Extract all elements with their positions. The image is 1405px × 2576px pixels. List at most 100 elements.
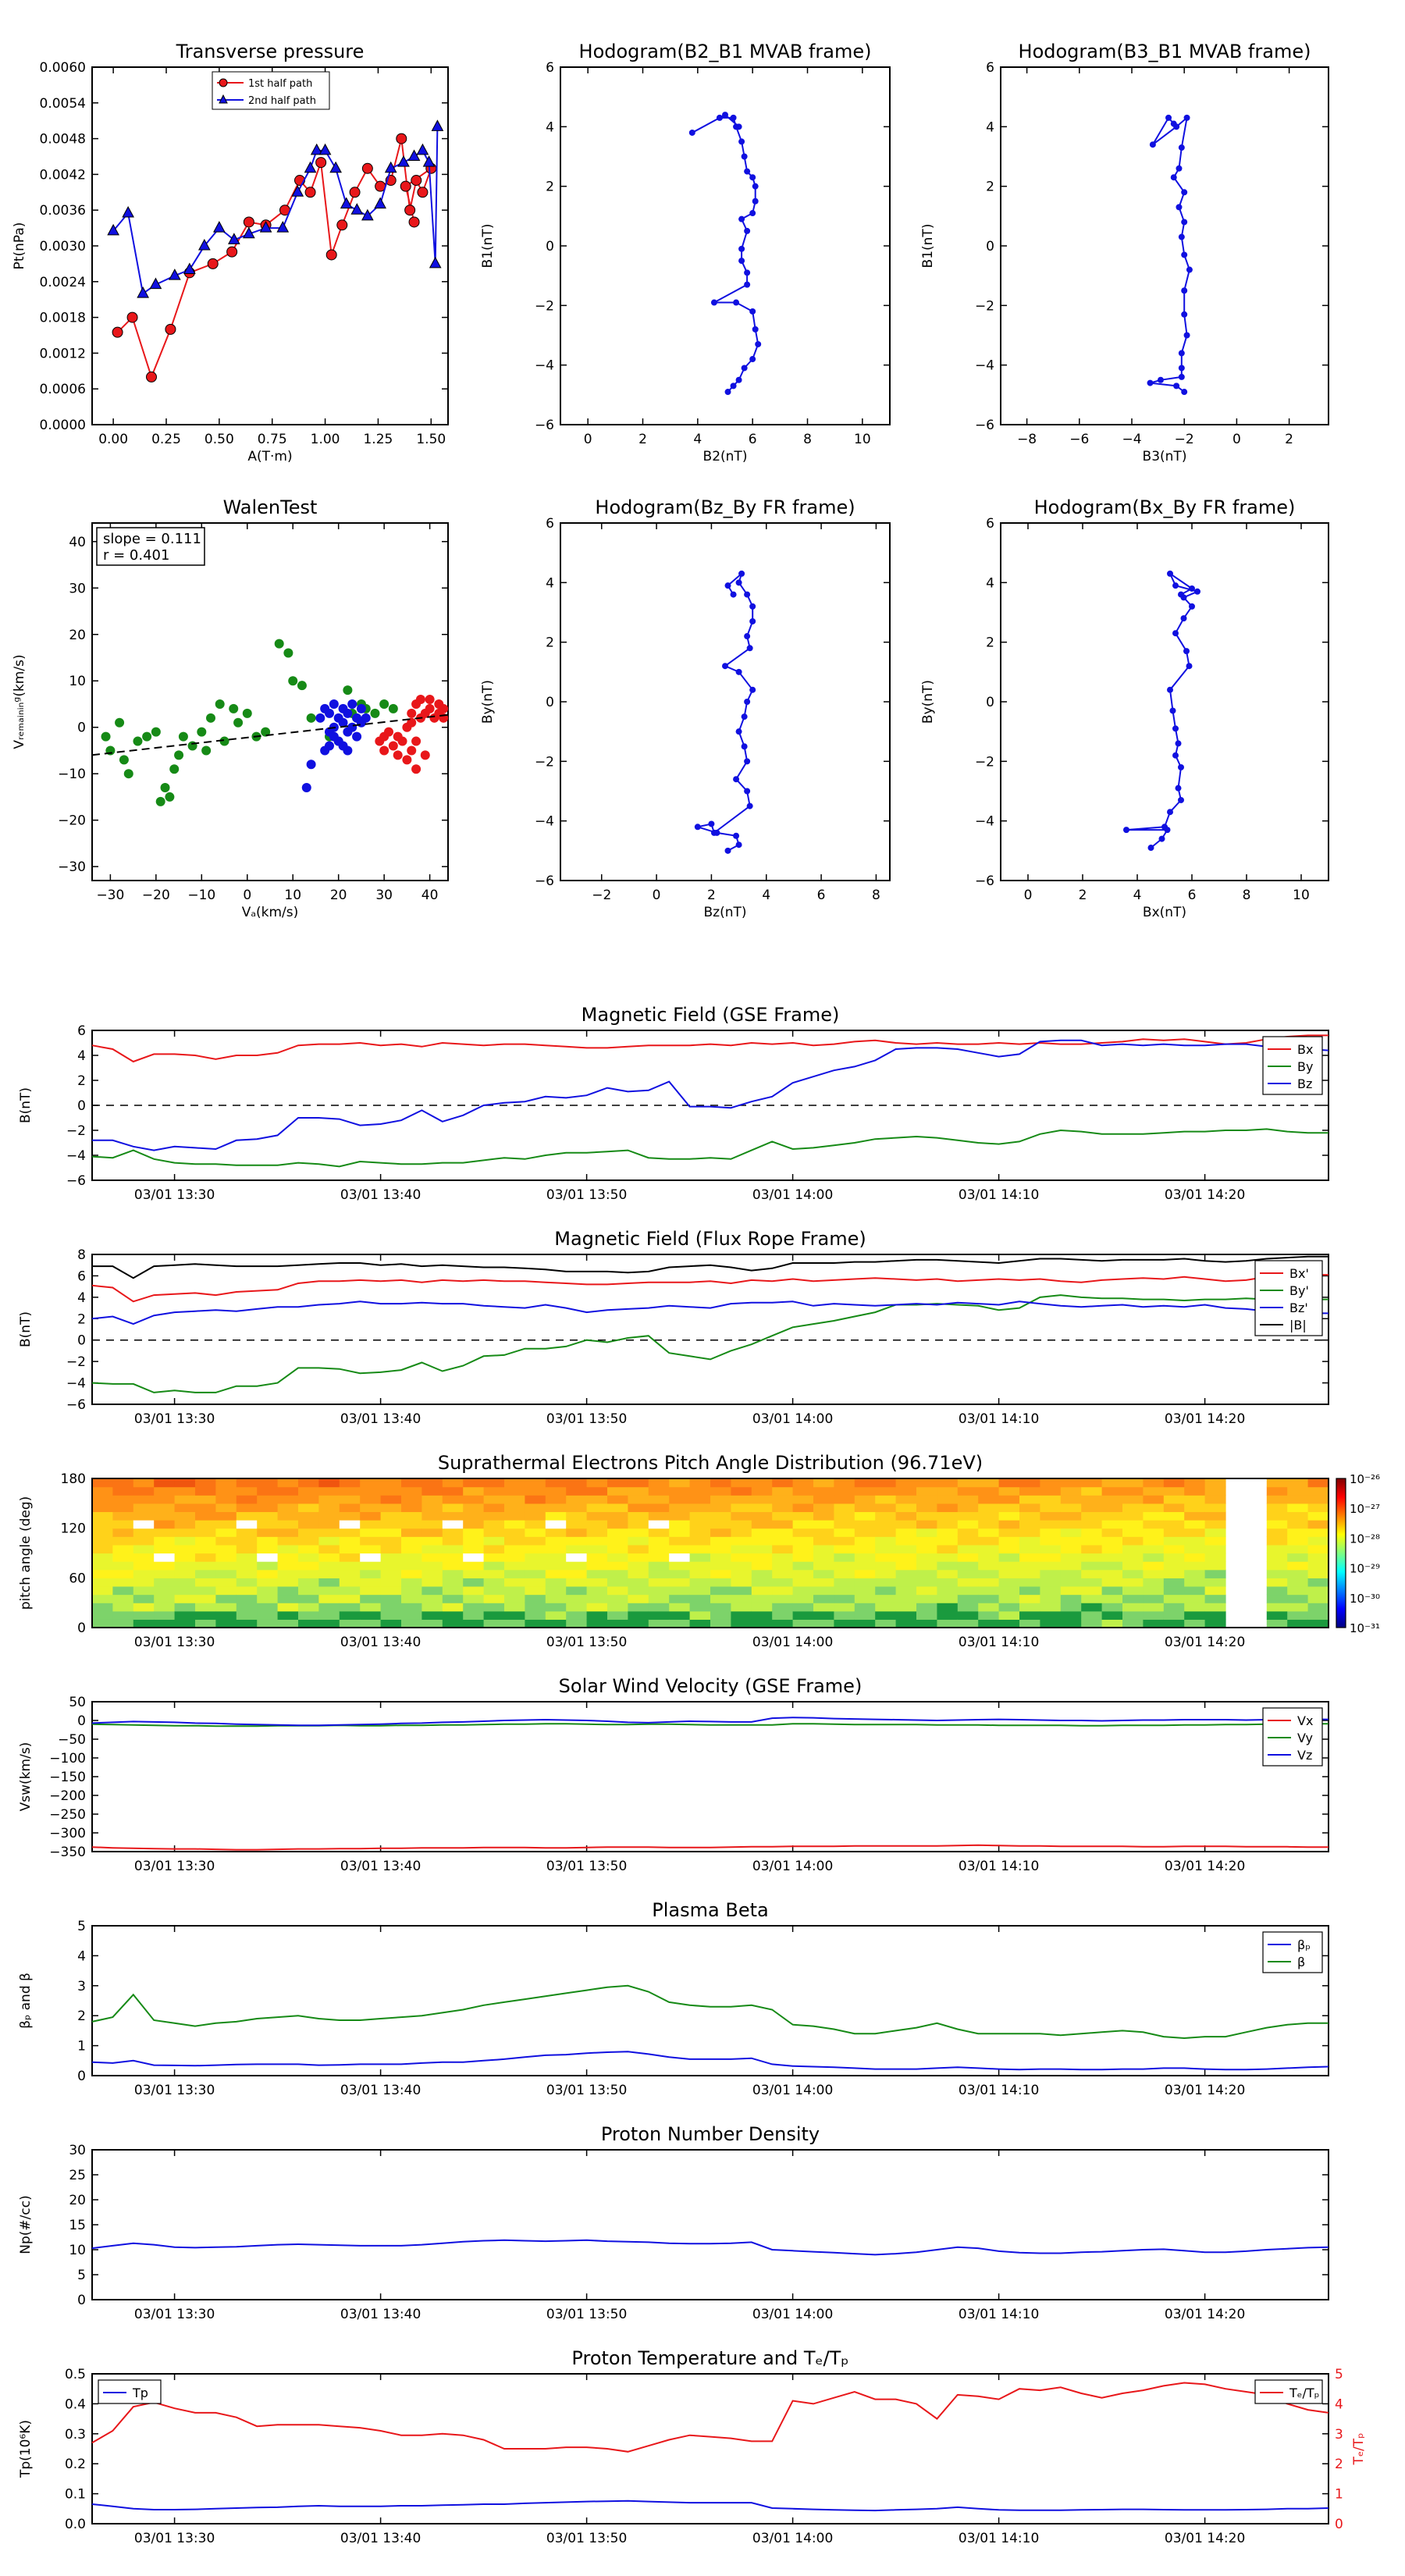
vsw-legend-label: Vx [1297,1713,1313,1728]
hodo1-point [738,138,745,145]
pad-cell [751,1578,773,1587]
beta-series-1 [91,1984,1329,2040]
pad-cell [710,1594,731,1603]
hodo1-frame [560,66,891,425]
pad-cell [1081,1478,1103,1488]
pad-cell [710,1536,731,1546]
hodo2-point [1181,287,1188,294]
pad-cell [731,1619,752,1628]
pad-cell [566,1520,588,1529]
pad-cell [133,1536,155,1546]
walen-point [407,717,417,728]
pad-cell [133,1495,155,1504]
mag_fr-legend-label: Bx' [1289,1266,1309,1281]
pad-cell [1204,1536,1226,1546]
pad-cell [957,1553,979,1562]
vsw-ytick-label: −100 [49,1751,86,1767]
pad-cell [834,1536,855,1546]
pad-cell [895,1528,917,1537]
pad-cell [236,1553,258,1562]
pad-cell [525,1528,546,1537]
hodo4-point [1186,663,1193,670]
pad-cell [154,1553,176,1562]
pad-cell [772,1569,794,1578]
walen-point [397,736,407,746]
pad-cell [854,1603,876,1612]
pressure-point [291,185,304,197]
pad-cell [895,1511,917,1521]
pressure-point [226,246,238,258]
pad-cell [937,1578,959,1587]
pad-cell [463,1503,485,1513]
pad-cell [669,1610,691,1620]
pad-cell [442,1603,464,1612]
pad-cell [318,1528,340,1537]
pad-cell [504,1585,525,1596]
hodo1-point [752,326,759,333]
hodo1-point [733,299,740,306]
pad-cell [1060,1594,1082,1603]
hodo3-point [744,591,751,598]
pad-cell [195,1569,216,1578]
hodo1-point [749,174,756,181]
density-series-0 [91,2239,1329,2256]
pad-cell [483,1594,505,1603]
hodo4-point [1172,630,1179,637]
pad-cell [215,1594,237,1603]
hodo3-point [708,820,715,827]
pad-cell [1081,1503,1103,1513]
pad-cell [710,1578,731,1587]
pad-cell [957,1544,979,1554]
pad-cell [566,1578,588,1587]
walen-point [229,703,239,713]
pad-cell [1081,1536,1103,1546]
pad-cell [813,1610,834,1620]
mag_fr-ytick-label: 8 [77,1247,86,1263]
walen-point [233,717,244,728]
hodo1-point [741,365,748,372]
mag_fr-title: Magnetic Field (Flux Rope Frame) [554,1228,866,1250]
pad-cell [380,1553,402,1562]
pad-cell [401,1536,422,1546]
pad-cell [318,1511,340,1521]
pad-cell [1204,1610,1226,1620]
pad-cell [360,1603,382,1612]
pad-cell [1040,1578,1062,1587]
pad-cell [1163,1544,1185,1554]
pad-cell [1019,1511,1040,1521]
beta-time-label: 03/01 14:20 [1165,2083,1245,2098]
walen-point [352,731,362,742]
pad-cell [813,1520,834,1529]
pad-cell [360,1585,382,1596]
pad-cell [1060,1511,1082,1521]
pad-cell [669,1578,691,1587]
pad-cell [154,1578,176,1587]
pad-cell [710,1544,731,1554]
pad-cell [277,1553,299,1562]
pad-cell [463,1594,485,1603]
mag_fr-ytick-label: 6 [77,1268,86,1284]
pad-cell [978,1610,1000,1620]
pressure-point [304,187,316,198]
pad-cell [1163,1478,1185,1488]
hodo1-point [752,183,759,190]
pad-cell [834,1503,855,1513]
pad-cell [1122,1594,1144,1603]
pressure-ytick-label: 0.0054 [40,96,86,112]
pad-cell [133,1486,155,1496]
hodo2-point [1165,114,1172,121]
pad-cell [545,1603,567,1612]
pressure-ytick-label: 0.0036 [40,203,86,219]
pad-cell [1122,1478,1144,1488]
pad-time-label: 03/01 14:20 [1165,1635,1245,1650]
pad-cell [1040,1536,1062,1546]
pad-cell [1101,1536,1123,1546]
pad-cell [339,1569,361,1578]
pad-cell [1060,1569,1082,1578]
pad-cell [1101,1578,1123,1587]
pad-cell [1266,1569,1288,1578]
pad-cell [1122,1569,1144,1578]
pad-cell [545,1544,567,1554]
pad-cell [1122,1578,1144,1587]
pad-cell [731,1553,752,1562]
